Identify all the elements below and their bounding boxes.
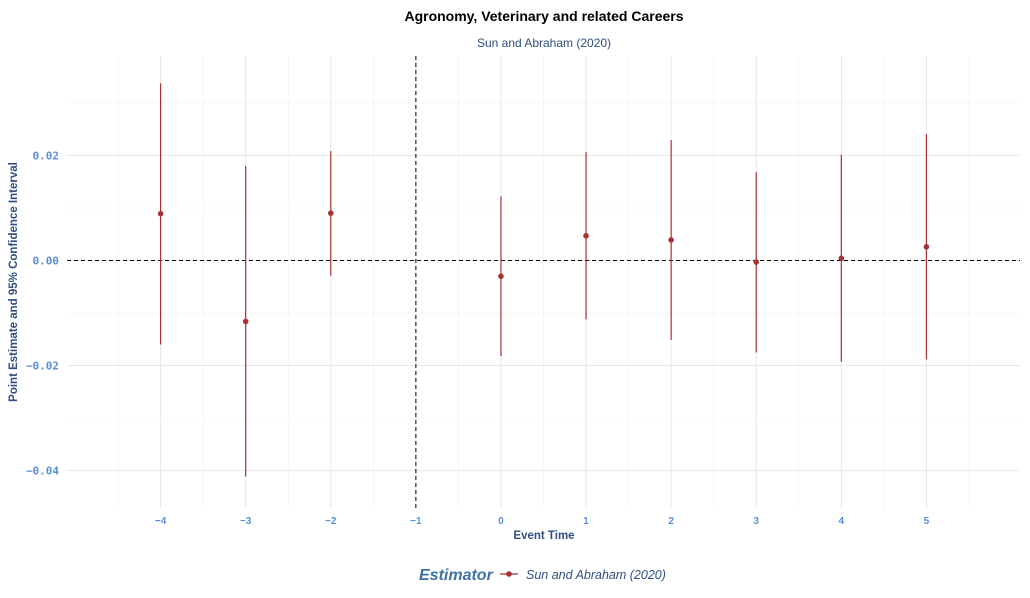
x-axis-title: Event Time <box>513 530 574 542</box>
point-estimate <box>583 232 589 239</box>
point-estimate <box>668 237 674 243</box>
x-tick-label: 0 <box>498 516 504 527</box>
point-estimate <box>498 273 504 280</box>
point-estimate <box>923 243 930 250</box>
point-estimate <box>157 210 164 217</box>
x-tick-label: −4 <box>155 516 167 527</box>
point-estimate <box>838 255 845 262</box>
point-estimate <box>242 318 249 325</box>
gridlines <box>67 56 1020 508</box>
y-tick-label: −0.02 <box>26 360 59 373</box>
legend-label: Sun and Abraham (2020) <box>526 568 666 582</box>
x-tick-label: 5 <box>924 516 930 527</box>
x-tick-label: 1 <box>583 516 589 527</box>
x-tick-label: 2 <box>668 516 674 527</box>
chart-title: Agronomy, Veterinary and related Careers <box>404 8 683 24</box>
legend-title: Estimator <box>419 567 494 584</box>
x-tick-label: 4 <box>839 516 845 527</box>
x-tick-label: −2 <box>325 516 337 527</box>
x-tick-label: −3 <box>240 516 252 527</box>
x-tick-label: −1 <box>410 516 422 527</box>
legend-key-point <box>506 571 512 577</box>
point-estimate <box>753 259 760 265</box>
point-estimate <box>327 210 334 216</box>
legend: Estimator Sun and Abraham (2020) <box>419 567 666 584</box>
x-axis-ticks: −4 −3 −2 −1 0 1 2 3 4 5 <box>155 516 930 527</box>
x-tick-label: 3 <box>753 516 759 527</box>
y-axis-title: Point Estimate and 95% Confidence Interv… <box>8 162 20 402</box>
y-tick-label: −0.04 <box>26 465 59 478</box>
reference-lines <box>67 56 1020 508</box>
y-tick-label: 0.00 <box>33 254 60 267</box>
chart-subtitle: Sun and Abraham (2020) <box>477 36 611 50</box>
y-axis-ticks: −0.04 −0.02 0.00 0.02 <box>26 149 59 477</box>
y-tick-label: 0.02 <box>33 149 60 162</box>
data-marks <box>157 83 930 477</box>
